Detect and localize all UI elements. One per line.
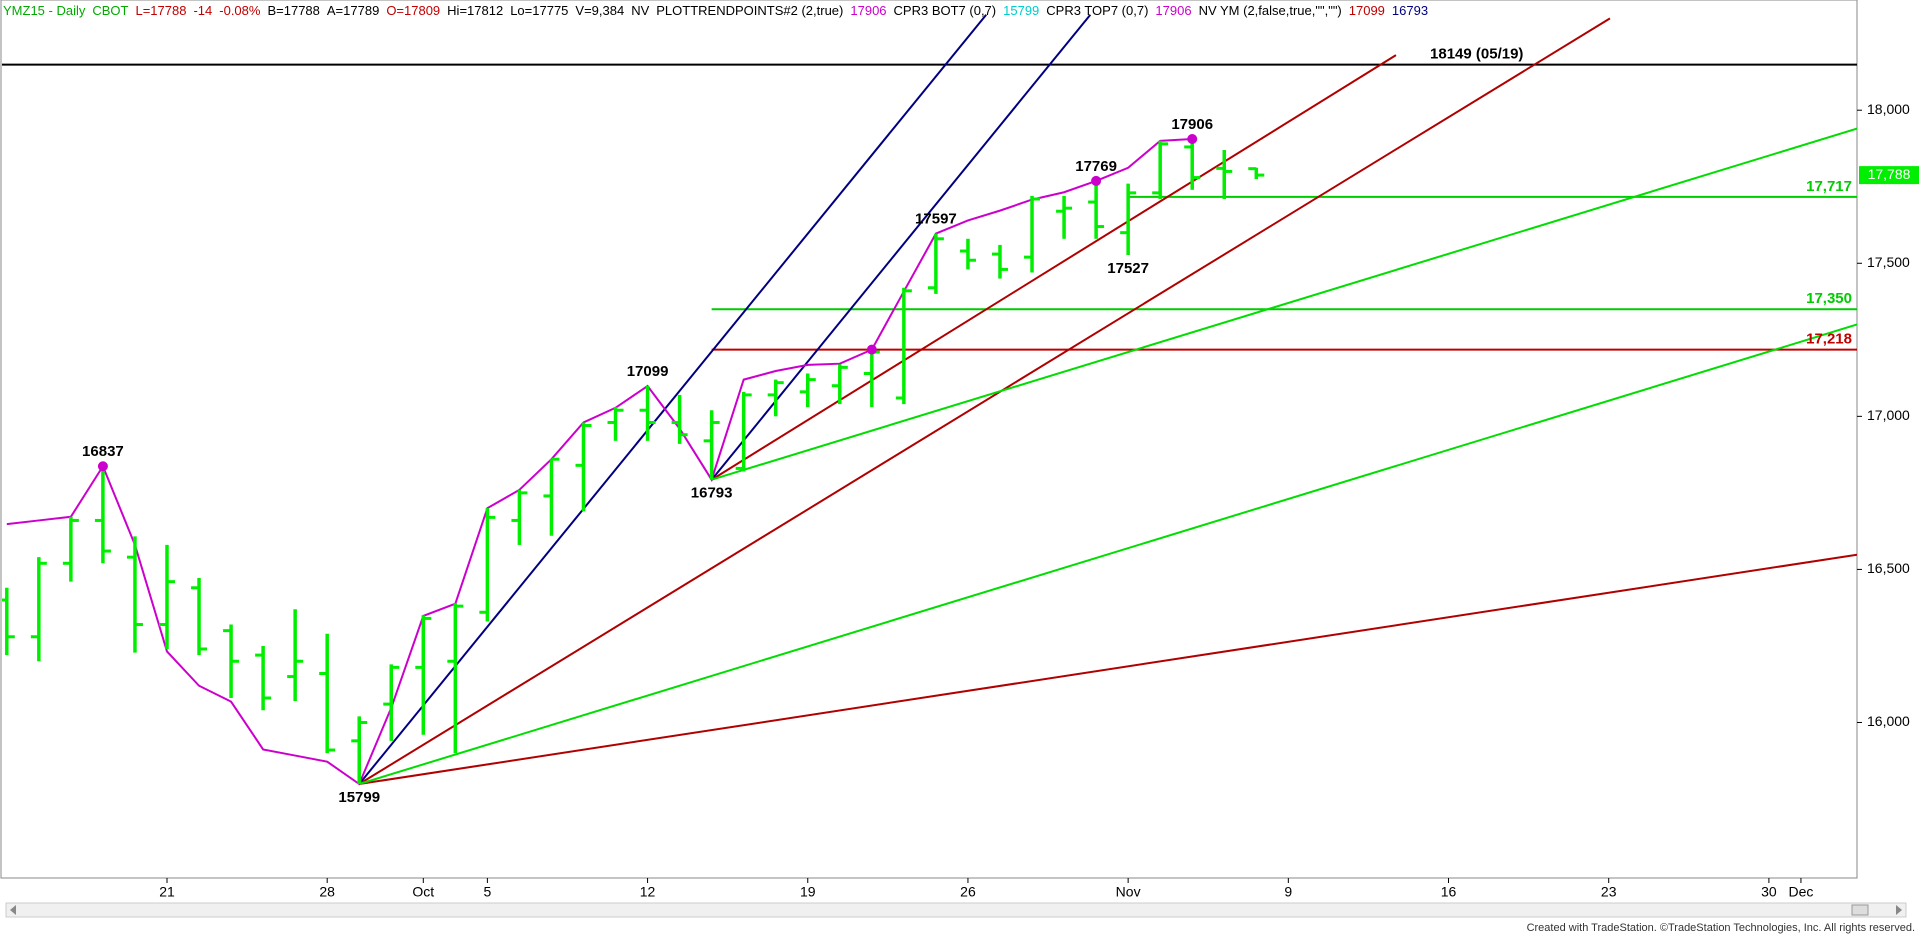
y-tick-label: 16,000: [1867, 713, 1910, 729]
header-item: L=17788: [135, 3, 187, 18]
last-price-label: 17,788: [1868, 166, 1911, 182]
header-item: CPR3 TOP7 (0,7): [1046, 3, 1149, 18]
x-tick-label: 23: [1601, 884, 1617, 900]
header-item: 17099: [1348, 3, 1385, 18]
x-tick-label: Oct: [412, 884, 434, 900]
header-item: 15799: [1003, 3, 1040, 18]
header-item: NV YM (2,false,true,"",""): [1198, 3, 1342, 18]
header: YMZ15 - Daily CBOT L=17788 -14 -0.08% B=17788…: [3, 3, 1435, 18]
header-item: 17906: [1155, 3, 1192, 18]
header-item: YMZ15 - Daily: [3, 3, 86, 18]
plot-area: [2, 14, 1857, 786]
x-tick-label: 19: [800, 884, 816, 900]
header-item: 17906: [850, 3, 887, 18]
trendline: [711, 127, 1857, 481]
axes: 16,000 16,500 17,000 17,500 18,000 21 28 Oct 5 12…: [82, 46, 1919, 900]
y-tick-label: 18,000: [1867, 101, 1910, 117]
y-tick-label: 16,500: [1867, 560, 1910, 576]
x-tick-label: 5: [483, 884, 491, 900]
x-tick-label: 21: [159, 884, 175, 900]
header-item: O=17809: [386, 3, 441, 18]
level-label: 18149 (05/19): [1430, 46, 1523, 63]
footer: Created with TradeStation. ©TradeStation…: [1527, 922, 1915, 934]
pivot-label: 17597: [915, 211, 957, 228]
plot-frame: [0, 0, 1858, 879]
last-price-box: [1859, 166, 1919, 185]
scroll-left[interactable]: [10, 905, 16, 915]
x-tick-label: 12: [640, 884, 656, 900]
header-item: Lo=17775: [510, 3, 569, 18]
pivot-label: 17906: [1171, 116, 1213, 133]
pivot-label: 17769: [1075, 158, 1117, 175]
trendline: [711, 54, 1397, 481]
pivot-label: 16837: [82, 443, 124, 460]
scroll-thumb[interactable]: [1851, 904, 1869, 916]
header-item: -14: [193, 3, 213, 18]
x-tick-label: 28: [319, 884, 335, 900]
x-tick-label: Nov: [1116, 884, 1141, 900]
pivot-label: 15799: [338, 789, 380, 806]
pivot-dot: [1091, 175, 1102, 186]
pivot-label: 17099: [627, 363, 669, 380]
swing-line: [6, 137, 1193, 786]
x-tick-label: 30: [1761, 884, 1777, 900]
header-item: -0.08%: [219, 3, 261, 18]
trendline: [358, 17, 1611, 785]
level-label: 17,717: [1806, 178, 1852, 195]
scroll-right[interactable]: [1896, 905, 1902, 915]
pivot-dot: [1187, 133, 1198, 144]
header-item: Hi=17812: [447, 3, 504, 18]
pivot-label: 16793: [691, 485, 733, 502]
trendline: [358, 14, 987, 785]
trendline: [358, 323, 1857, 785]
header-item: NV: [631, 3, 650, 18]
scrollbar[interactable]: [5, 902, 1907, 918]
x-tick-label: 26: [960, 884, 976, 900]
y-tick-label: 17,000: [1867, 407, 1910, 423]
pivot-label: 17527: [1107, 260, 1149, 277]
header-item: CPR3 BOT7 (0,7): [893, 3, 997, 18]
trendline: [359, 553, 1857, 786]
x-tick-label: 9: [1284, 884, 1292, 900]
header-item: B=17788: [267, 3, 320, 18]
level-label: 17,218: [1806, 331, 1852, 348]
header-item: A=17789: [326, 3, 380, 18]
y-tick-label: 17,500: [1867, 254, 1910, 270]
header-item: CBOT: [92, 3, 129, 18]
x-tick-label: Dec: [1788, 884, 1813, 900]
header-item: PLOTTRENDPOINTS#2 (2,true): [656, 3, 844, 18]
pivot-dot: [97, 461, 108, 472]
pivot-dot: [866, 344, 877, 355]
header-item: 16793: [1391, 3, 1429, 18]
level-label: 17,350: [1806, 290, 1852, 307]
header-item: V=9,384: [575, 3, 625, 18]
x-tick-label: 16: [1441, 884, 1457, 900]
